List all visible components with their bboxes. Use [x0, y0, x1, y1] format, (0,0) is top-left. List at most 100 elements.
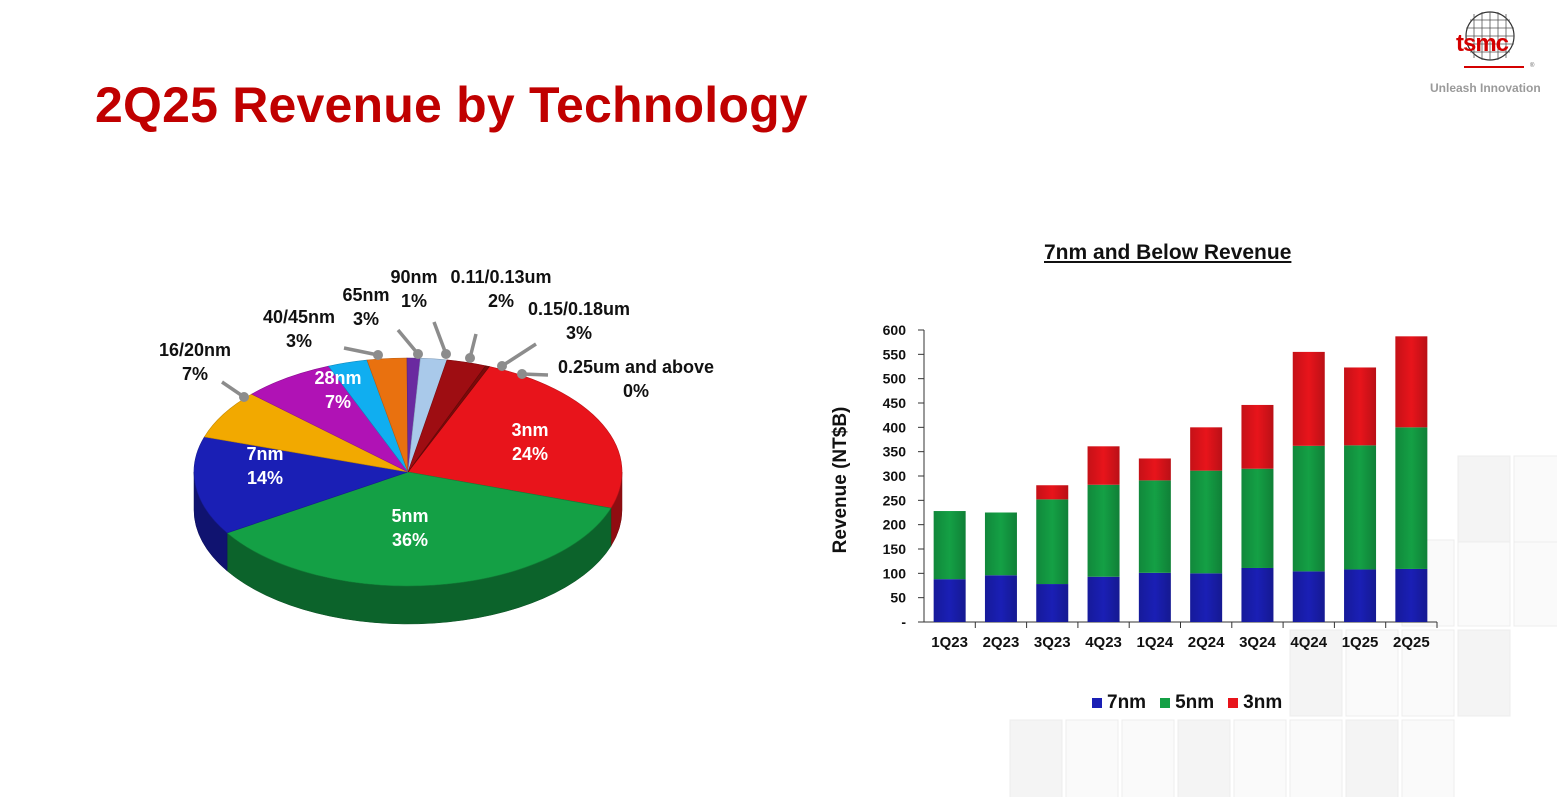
x-tick-label: 3Q23	[1034, 634, 1071, 651]
background-tile	[1513, 455, 1557, 543]
logo-wordmark: tsmc	[1456, 30, 1509, 57]
pie-percent-0.11/0.13um: 2%	[488, 291, 514, 311]
bar-7nm-2Q24	[1190, 573, 1223, 622]
bar-3nm-2Q25	[1395, 336, 1428, 428]
logo-tagline: Unleash Innovation	[1430, 81, 1541, 95]
pie-percent-16/20nm: 7%	[182, 364, 208, 384]
y-tick-label: 50	[890, 590, 906, 606]
technology-pie-chart: 3nm 24% 5nm 36% 7nm 14% 16/20nm 7% 28nm 7% 40/45nm…	[159, 267, 714, 625]
pie-label-65nm: 65nm	[342, 285, 389, 305]
y-tick-label: 350	[883, 444, 907, 460]
legend-swatch	[1092, 698, 1102, 708]
pie-leader-65nm	[396, 328, 420, 356]
pie-leader-dot	[413, 349, 423, 359]
pie-slice-0.25um and above	[407, 365, 490, 473]
pie-label-40/45nm: 40/45nm	[263, 307, 335, 327]
legend-swatch	[1160, 698, 1171, 708]
background-tile	[1289, 629, 1343, 717]
x-tick-label: 4Q24	[1290, 634, 1327, 651]
pie-label-0.15/0.18um: 0.15/0.18um	[528, 299, 630, 319]
pie-label-5nm: 5nm	[391, 506, 428, 526]
legend-item-3nm: 3nm	[1228, 692, 1282, 714]
legend-item-5nm: 5nm	[1160, 692, 1214, 714]
background-tile	[1065, 719, 1119, 797]
y-axis-label: Revenue (NT$B)	[830, 407, 851, 554]
bar-7nm-4Q24	[1292, 571, 1325, 622]
pie-leader-dot	[497, 361, 507, 371]
legend-label: 3nm	[1243, 692, 1283, 713]
bar-5nm-1Q25	[1344, 445, 1377, 570]
pie-leader-dot	[239, 392, 249, 402]
pie-slice-7nm	[193, 436, 409, 534]
pie-percent-5nm: 36%	[392, 530, 428, 550]
bar-3nm-3Q23	[1036, 485, 1069, 500]
background-tile	[1345, 719, 1399, 797]
bar-7nm-3Q23	[1036, 584, 1069, 622]
bar-legend: 7nm 5nm 3nm	[1092, 692, 1282, 714]
page-title: 2Q25 Revenue by Technology	[95, 77, 808, 133]
bar-5nm-1Q24	[1138, 480, 1171, 573]
bar-5nm-2Q23	[984, 512, 1017, 576]
bar-3nm-1Q25	[1344, 367, 1377, 446]
pie-percent-3nm: 24%	[512, 444, 548, 464]
y-tick-label: 150	[883, 541, 907, 557]
background-tile	[1457, 539, 1511, 627]
y-tick-label: 600	[883, 322, 907, 338]
x-tick-label: 2Q25	[1393, 634, 1430, 651]
x-tick-label: 1Q24	[1136, 634, 1173, 651]
bar-3nm-1Q24	[1138, 458, 1171, 481]
background-tile	[1345, 629, 1399, 717]
pie-label-7nm: 7nm	[246, 444, 283, 464]
x-tick-label: 2Q24	[1188, 634, 1225, 651]
bar-5nm-3Q24	[1241, 468, 1274, 568]
background-tile	[1457, 629, 1511, 717]
pie-label-28nm: 28nm	[314, 368, 361, 388]
x-tick-label: 1Q25	[1342, 634, 1379, 651]
pie-leader-0.15/0.18um	[501, 342, 537, 368]
pie-percent-28nm: 7%	[325, 392, 351, 412]
y-tick-label: -	[901, 614, 906, 630]
y-tick-label: 550	[883, 346, 907, 362]
bar-5nm-3Q23	[1036, 499, 1069, 585]
pie-label-0.11/0.13um: 0.11/0.13um	[450, 267, 551, 287]
legend-label: 7nm	[1107, 692, 1147, 713]
bar-7nm-1Q25	[1344, 569, 1377, 622]
y-tick-label: 500	[883, 371, 907, 387]
background-tile	[1009, 719, 1063, 797]
background-tile	[1513, 539, 1557, 627]
legend-swatch	[1228, 698, 1239, 708]
bar-5nm-4Q23	[1087, 484, 1120, 577]
y-tick-label: 250	[883, 492, 907, 508]
background-tile	[1121, 719, 1175, 797]
bar-3nm-2Q24	[1190, 427, 1223, 471]
bar-7nm-3Q24	[1241, 567, 1274, 622]
bar-5nm-4Q24	[1292, 445, 1325, 572]
pie-leader-40/45nm	[343, 346, 379, 357]
bar-3nm-3Q24	[1241, 404, 1274, 469]
bar-7nm-1Q24	[1138, 572, 1171, 622]
x-tick-label: 2Q23	[983, 634, 1020, 651]
pie-percent-90nm: 1%	[401, 291, 427, 311]
y-tick-label: 100	[883, 565, 907, 581]
wafer-icon	[1464, 11, 1524, 68]
pie-label-90nm: 90nm	[390, 267, 437, 287]
legend-item-7nm: 7nm	[1092, 692, 1146, 714]
y-tick-label: 450	[883, 395, 907, 411]
x-tick-label: 4Q23	[1085, 634, 1122, 651]
y-tick-label: 200	[883, 517, 907, 533]
bar-3nm-4Q24	[1292, 351, 1325, 446]
bar-5nm-1Q23	[933, 511, 966, 580]
background-tile	[1233, 719, 1287, 797]
registered-mark: ®	[1530, 63, 1535, 69]
pie-percent-0.15/0.18um: 3%	[566, 323, 592, 343]
bar-7nm-4Q23	[1087, 576, 1120, 622]
pie-label-3nm: 3nm	[511, 420, 548, 440]
bar-7nm-1Q23	[933, 579, 966, 622]
pie-label-16/20nm: 16/20nm	[159, 340, 231, 360]
pie-leader-90nm	[432, 321, 448, 355]
bar-chart-title: 7nm and Below Revenue	[1044, 241, 1292, 264]
bar-7nm-2Q23	[984, 575, 1017, 622]
background-tile	[1457, 455, 1511, 543]
